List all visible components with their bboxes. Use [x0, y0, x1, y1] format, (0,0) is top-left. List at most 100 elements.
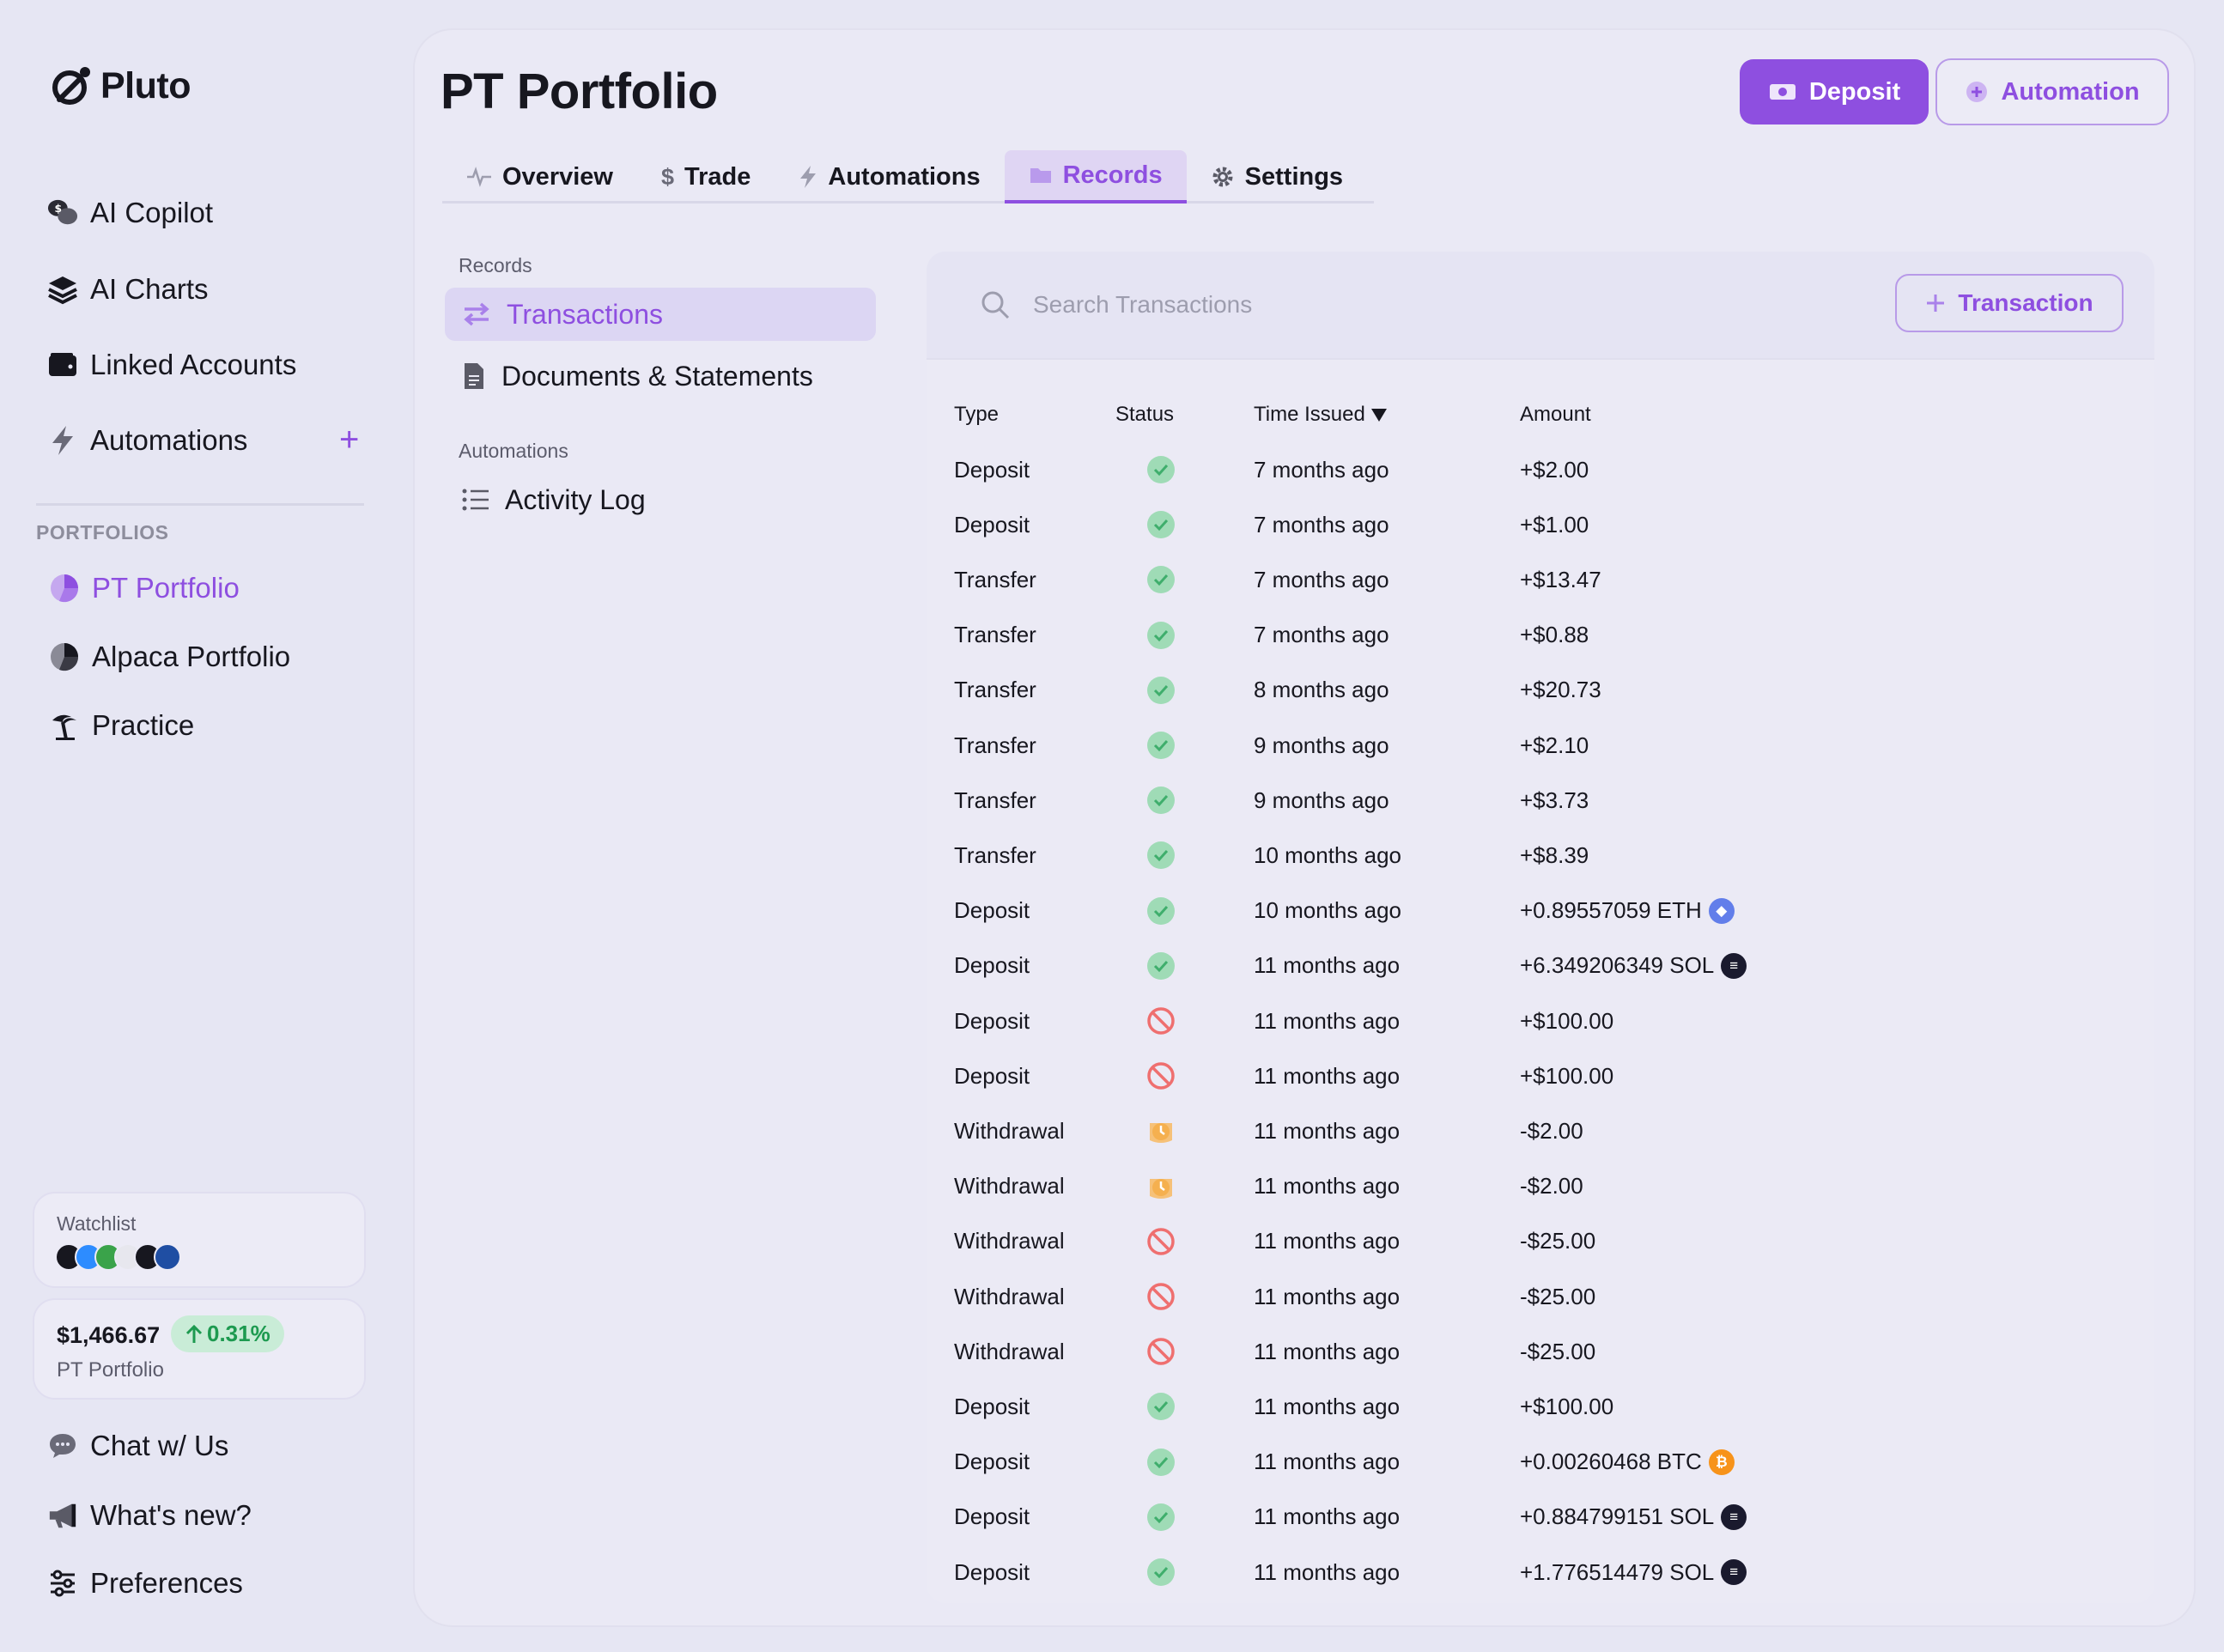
- table-row[interactable]: Transfer 9 months ago +$3.73: [927, 773, 2154, 828]
- tab-automations[interactable]: Automations: [775, 150, 1004, 203]
- cell-status: [1146, 718, 1176, 773]
- cell-amount: +1.776514479 SOL ≡: [1520, 1545, 1747, 1600]
- portfolio-value: $1,466.67: [57, 1322, 161, 1348]
- cell-time: 8 months ago: [1254, 677, 1389, 703]
- portfolio-practice[interactable]: Practice: [49, 704, 194, 747]
- folder-icon: [1030, 168, 1051, 183]
- plus-circle-icon: [1966, 82, 1988, 102]
- table-row[interactable]: Deposit 11 months ago +$100.00: [927, 1048, 2154, 1103]
- table-row[interactable]: Withdrawal 11 months ago -$25.00: [927, 1214, 2154, 1269]
- cell-amount: +$0.88: [1520, 608, 1589, 663]
- nav-linked-accounts[interactable]: Linked Accounts: [47, 343, 296, 386]
- nav-label: Chat w/ Us: [90, 1430, 229, 1461]
- table-row[interactable]: Deposit 11 months ago +$100.00: [927, 993, 2154, 1048]
- pie-chart-icon: [49, 573, 80, 604]
- table-row[interactable]: Withdrawal 11 months ago -$25.00: [927, 1269, 2154, 1324]
- table-row[interactable]: Deposit 10 months ago +0.89557059 ETH ◆: [927, 884, 2154, 938]
- cell-amount: +$100.00: [1520, 1379, 1613, 1434]
- nav-ai-charts[interactable]: AI Charts: [47, 268, 209, 311]
- table-row[interactable]: Withdrawal 11 months ago -$2.00: [927, 1159, 2154, 1214]
- tab-settings[interactable]: Settings: [1187, 150, 1367, 203]
- table-row[interactable]: Deposit 7 months ago +$1.00: [927, 497, 2154, 552]
- table-row[interactable]: Transfer 8 months ago +$20.73: [927, 663, 2154, 718]
- nav-whats-new[interactable]: What's new?: [47, 1494, 252, 1537]
- cell-amount: +0.89557059 ETH ◆: [1520, 884, 1735, 938]
- portfolio-value-card[interactable]: $1,466.67 0.31% PT Portfolio: [33, 1298, 366, 1400]
- nav-label: AI Copilot: [90, 197, 214, 228]
- table-row[interactable]: Deposit 11 months ago +0.00260468 BTC ₿: [927, 1435, 2154, 1490]
- cell-time: 7 months ago: [1254, 566, 1389, 592]
- table-row[interactable]: Withdrawal 11 months ago -$2.00: [927, 1103, 2154, 1158]
- tab-records[interactable]: Records: [1004, 150, 1187, 203]
- watchlist-logos: [55, 1243, 181, 1271]
- cell-status: [1146, 1159, 1176, 1214]
- nav-automations[interactable]: Automations: [47, 419, 247, 462]
- cell-status: [1146, 884, 1176, 938]
- column-time-issued[interactable]: Time Issued: [1254, 403, 1388, 427]
- pluto-logo[interactable]: Pluto: [47, 62, 191, 110]
- table-row[interactable]: Deposit 11 months ago +$100.00: [927, 1379, 2154, 1434]
- plus-icon: [1927, 295, 1945, 312]
- deposit-button[interactable]: Deposit: [1740, 59, 1929, 125]
- tab-label: Overview: [502, 162, 613, 191]
- cell-amount: -$25.00: [1520, 1214, 1595, 1269]
- add-transaction-label: Transaction: [1958, 289, 2093, 316]
- status-failed-icon: [1146, 1006, 1176, 1036]
- add-automation-icon[interactable]: +: [339, 421, 360, 459]
- records-item-label: Documents & Statements: [501, 360, 813, 392]
- records-transactions[interactable]: Transactions: [445, 288, 876, 341]
- nav-preferences[interactable]: Preferences: [47, 1562, 243, 1605]
- amount-value: +$20.73: [1520, 677, 1601, 703]
- status-success-icon: [1146, 676, 1176, 705]
- nav-label: What's new?: [90, 1499, 252, 1531]
- cell-type: Transfer: [954, 841, 1036, 868]
- table-row[interactable]: Deposit 11 months ago +1.776514479 SOL ≡: [927, 1545, 2154, 1600]
- table-row[interactable]: Transfer 10 months ago +$8.39: [927, 828, 2154, 883]
- tab-trade[interactable]: $ Trade: [637, 150, 775, 203]
- solana-icon: ≡: [1721, 1559, 1747, 1585]
- table-row[interactable]: Transfer 7 months ago +$0.88: [927, 608, 2154, 663]
- nav-chat-us[interactable]: Chat w/ Us: [47, 1424, 228, 1467]
- portfolio-alpaca[interactable]: Alpaca Portfolio: [49, 635, 290, 678]
- automation-button[interactable]: Automation: [1935, 58, 2169, 125]
- tab-overview[interactable]: Overview: [442, 150, 637, 203]
- table-row[interactable]: Transfer 7 months ago +$13.47: [927, 552, 2154, 607]
- column-amount[interactable]: Amount: [1520, 403, 1591, 426]
- portfolio-pt[interactable]: PT Portfolio: [49, 567, 240, 610]
- sidebar: Pluto $ AI Copilot AI Charts Linked Acco…: [0, 0, 404, 1652]
- layers-icon: [47, 274, 78, 305]
- pie-chart-icon: [49, 641, 80, 672]
- dollar-icon: $: [660, 163, 675, 190]
- swap-arrows-icon: [464, 302, 489, 326]
- cell-status: [1146, 1379, 1176, 1434]
- nav-ai-copilot[interactable]: $ AI Copilot: [47, 191, 213, 234]
- table-row[interactable]: Withdrawal 11 months ago -$25.00: [927, 1324, 2154, 1379]
- cell-type: Deposit: [954, 897, 1030, 924]
- amount-value: -$25.00: [1520, 1228, 1596, 1254]
- records-activity-log[interactable]: Activity Log: [445, 473, 876, 526]
- cell-time: 11 months ago: [1254, 952, 1401, 979]
- portfolio-label: Practice: [92, 709, 195, 741]
- watchlist-card[interactable]: Watchlist: [33, 1192, 366, 1288]
- search-transactions-input[interactable]: [1033, 282, 1720, 327]
- automation-label: Automation: [2001, 77, 2140, 106]
- cell-status: [1146, 773, 1176, 828]
- column-type[interactable]: Type: [954, 403, 1000, 426]
- column-time-label: Time Issued: [1254, 403, 1365, 426]
- add-transaction-button[interactable]: Transaction: [1895, 274, 2124, 332]
- search-icon: [981, 291, 1010, 319]
- status-failed-icon: [1146, 1337, 1176, 1366]
- column-status[interactable]: Status: [1115, 403, 1175, 426]
- table-row[interactable]: Transfer 9 months ago +$2.10: [927, 718, 2154, 773]
- cell-type: Withdrawal: [954, 1117, 1065, 1144]
- status-success-icon: [1146, 1558, 1176, 1587]
- table-row[interactable]: Deposit 11 months ago +6.349206349 SOL ≡: [927, 938, 2154, 993]
- cell-time: 10 months ago: [1254, 841, 1402, 868]
- records-documents[interactable]: Documents & Statements: [445, 349, 876, 403]
- table-row[interactable]: Deposit 11 months ago +0.884799151 SOL ≡: [927, 1490, 2154, 1545]
- amount-value: -$2.00: [1520, 1173, 1583, 1200]
- lightning-icon: [47, 425, 78, 456]
- cell-type: Withdrawal: [954, 1228, 1065, 1254]
- table-row[interactable]: Deposit 7 months ago +$2.00: [927, 442, 2154, 497]
- status-success-icon: [1146, 841, 1176, 870]
